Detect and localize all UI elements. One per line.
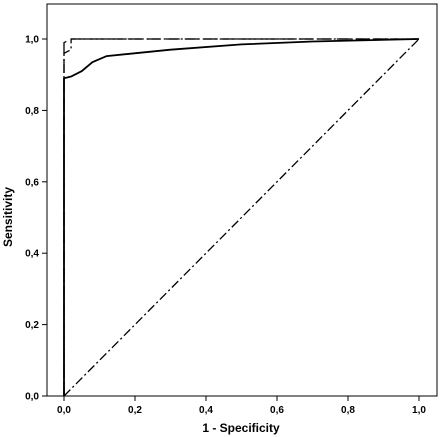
y-tick-label: 0,0 <box>25 392 39 403</box>
y-tick-label: 0,2 <box>25 320 39 331</box>
y-tick-label: 1,0 <box>25 35 39 46</box>
x-axis-title: 1 - Specificity <box>202 421 280 435</box>
roc-curve-3-dashdot <box>63 38 419 396</box>
x-tick-label: 0,6 <box>270 405 284 416</box>
x-tick-label: 0,2 <box>128 405 142 416</box>
y-tick-label: 0,6 <box>25 177 39 188</box>
y-tick-label: 0,4 <box>25 249 39 260</box>
y-axis-ticks: 0,0 0,2 0,4 0,6 0,8 1,0 <box>25 35 47 403</box>
x-tick-label: 0,0 <box>57 405 71 416</box>
series-layer <box>63 38 420 397</box>
y-tick-label: 0,8 <box>25 106 39 117</box>
roc-curve-4-dashdot <box>63 38 420 397</box>
roc-curve-1-solid <box>63 38 420 396</box>
x-tick-label: 1,0 <box>412 405 426 416</box>
plot-frame <box>46 3 438 397</box>
x-tick-label: 0,8 <box>341 405 355 416</box>
x-tick-label: 0,4 <box>199 405 213 416</box>
x-axis-ticks: 0,0 0,2 0,4 0,6 0,8 1,0 <box>57 396 426 416</box>
y-axis-title: Sensitivity <box>1 187 15 247</box>
